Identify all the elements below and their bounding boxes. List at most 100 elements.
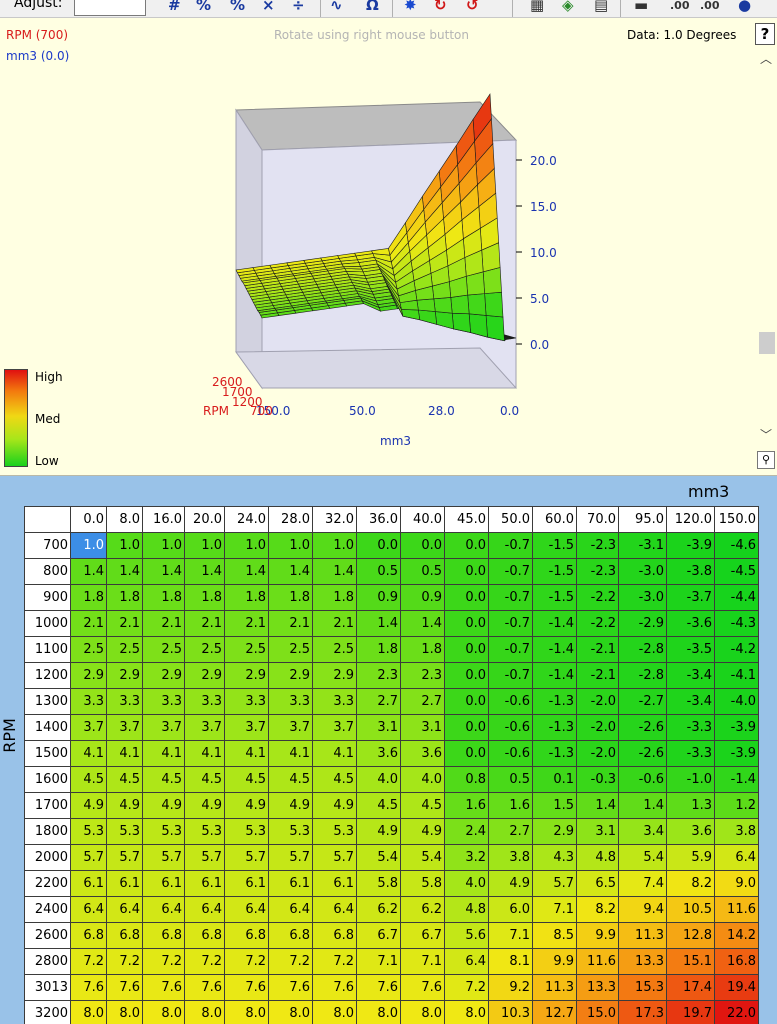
table-cell[interactable]: 11.6	[576, 948, 619, 975]
table-cell[interactable]: 6.8	[268, 922, 313, 949]
table-cell[interactable]: 2.9	[312, 662, 357, 689]
table-cell[interactable]: 0.0	[356, 532, 401, 559]
table-cell[interactable]: 1.5	[532, 792, 577, 819]
row-header[interactable]: 3200	[24, 1000, 71, 1024]
table-cell[interactable]: 0.1	[532, 766, 577, 793]
table-cell[interactable]: 7.1	[532, 896, 577, 923]
table-cell[interactable]: 6.8	[106, 922, 143, 949]
table-cell[interactable]: 7.6	[400, 974, 445, 1001]
table-cell[interactable]: -2.2	[576, 610, 619, 637]
table-cell[interactable]: 5.9	[666, 844, 715, 871]
table-cell[interactable]: 4.9	[268, 792, 313, 819]
table-cell[interactable]: 1.4	[268, 558, 313, 585]
table-cell[interactable]: 9.9	[532, 948, 577, 975]
table-cell[interactable]: 6.1	[142, 870, 185, 897]
table-cell[interactable]: -0.7	[488, 636, 533, 663]
table-cell[interactable]: 7.6	[142, 974, 185, 1001]
decimal-down-icon[interactable]: .00	[700, 0, 720, 12]
row-header[interactable]: 2600	[24, 922, 71, 949]
table-cell[interactable]: 7.1	[400, 948, 445, 975]
row-header[interactable]: 2800	[24, 948, 71, 975]
table-cell[interactable]: 3.3	[70, 688, 107, 715]
table-cell[interactable]: 6.1	[184, 870, 225, 897]
table-cell[interactable]: 0.0	[444, 610, 489, 637]
table-cell[interactable]: 11.3	[618, 922, 667, 949]
table-cell[interactable]: 4.9	[356, 818, 401, 845]
scrollbar-thumb[interactable]	[759, 332, 775, 354]
table-cell[interactable]: 1.4	[312, 558, 357, 585]
table-cell[interactable]: 1.0	[70, 532, 107, 559]
scale-icon[interactable]: %	[196, 0, 212, 14]
table-cell[interactable]: 4.9	[106, 792, 143, 819]
table-cell[interactable]: 8.1	[488, 948, 533, 975]
table-cell[interactable]: 2.1	[224, 610, 269, 637]
table-cell[interactable]: -2.8	[618, 662, 667, 689]
table-cell[interactable]: 1.8	[224, 584, 269, 611]
table-cell[interactable]: 1.4	[106, 558, 143, 585]
cube-icon[interactable]: ◈	[562, 0, 574, 14]
table-cell[interactable]: 8.0	[444, 1000, 489, 1024]
table-cell[interactable]: 17.3	[618, 1000, 667, 1024]
table-cell[interactable]: 4.8	[444, 896, 489, 923]
column-header[interactable]: 120.0	[666, 506, 715, 533]
table-cell[interactable]: 6.8	[184, 922, 225, 949]
table-cell[interactable]: 5.7	[268, 844, 313, 871]
table-cell[interactable]: 0.5	[356, 558, 401, 585]
table-cell[interactable]: 6.8	[312, 922, 357, 949]
table-cell[interactable]: 4.9	[312, 792, 357, 819]
row-header[interactable]: 2400	[24, 896, 71, 923]
table-cell[interactable]: 3.3	[106, 688, 143, 715]
column-header[interactable]: 95.0	[618, 506, 667, 533]
table-cell[interactable]: -0.6	[488, 688, 533, 715]
column-header[interactable]: 20.0	[184, 506, 225, 533]
table-cell[interactable]: 1.4	[618, 792, 667, 819]
table-cell[interactable]: -4.1	[714, 662, 759, 689]
table-cell[interactable]: 3.7	[106, 714, 143, 741]
table-cell[interactable]: -3.6	[666, 610, 715, 637]
table-cell[interactable]: 3.6	[400, 740, 445, 767]
table-cell[interactable]: 2.7	[488, 818, 533, 845]
table-cell[interactable]: 1.8	[142, 584, 185, 611]
table-cell[interactable]: 8.0	[184, 1000, 225, 1024]
table-cell[interactable]: 5.8	[356, 870, 401, 897]
table-cell[interactable]: 4.5	[356, 792, 401, 819]
table-cell[interactable]: 10.5	[666, 896, 715, 923]
table-cell[interactable]: 3.4	[618, 818, 667, 845]
table-cell[interactable]: 6.4	[312, 896, 357, 923]
table-cell[interactable]: 2.3	[356, 662, 401, 689]
table-cell[interactable]: -4.5	[714, 558, 759, 585]
table-cell[interactable]: 9.9	[576, 922, 619, 949]
table-cell[interactable]: -2.0	[576, 714, 619, 741]
table-cell[interactable]: 4.1	[184, 740, 225, 767]
table-cell[interactable]: 1.2	[714, 792, 759, 819]
omega-icon[interactable]: Ω	[366, 0, 379, 14]
redo-icon[interactable]: ↺	[466, 0, 479, 14]
table-cell[interactable]: 6.0	[488, 896, 533, 923]
table-cell[interactable]: 7.6	[268, 974, 313, 1001]
table-cell[interactable]: 4.9	[184, 792, 225, 819]
row-header[interactable]: 700	[24, 532, 71, 559]
column-header[interactable]: 150.0	[714, 506, 759, 533]
table-cell[interactable]: 4.5	[142, 766, 185, 793]
table-cell[interactable]: 4.5	[184, 766, 225, 793]
column-header[interactable]: 70.0	[576, 506, 619, 533]
table-cell[interactable]: -4.4	[714, 584, 759, 611]
table-cell[interactable]: 7.2	[268, 948, 313, 975]
table-cell[interactable]: 4.5	[70, 766, 107, 793]
table-cell[interactable]: 15.1	[666, 948, 715, 975]
table-cell[interactable]: 2.5	[70, 636, 107, 663]
table-cell[interactable]: -2.6	[618, 714, 667, 741]
table-cell[interactable]: -1.4	[532, 610, 577, 637]
table-cell[interactable]: 3.1	[400, 714, 445, 741]
table-cell[interactable]: 7.6	[184, 974, 225, 1001]
table-cell[interactable]: 3.3	[142, 688, 185, 715]
table-cell[interactable]: 0.0	[444, 740, 489, 767]
table-cell[interactable]: 0.0	[444, 584, 489, 611]
table-cell[interactable]: -2.3	[576, 558, 619, 585]
divide-icon[interactable]: ÷	[292, 0, 305, 14]
table-cell[interactable]: 4.9	[142, 792, 185, 819]
table-cell[interactable]: 4.5	[400, 792, 445, 819]
table-cell[interactable]: 3.7	[70, 714, 107, 741]
column-header[interactable]: 8.0	[106, 506, 143, 533]
table-cell[interactable]: 6.8	[70, 922, 107, 949]
